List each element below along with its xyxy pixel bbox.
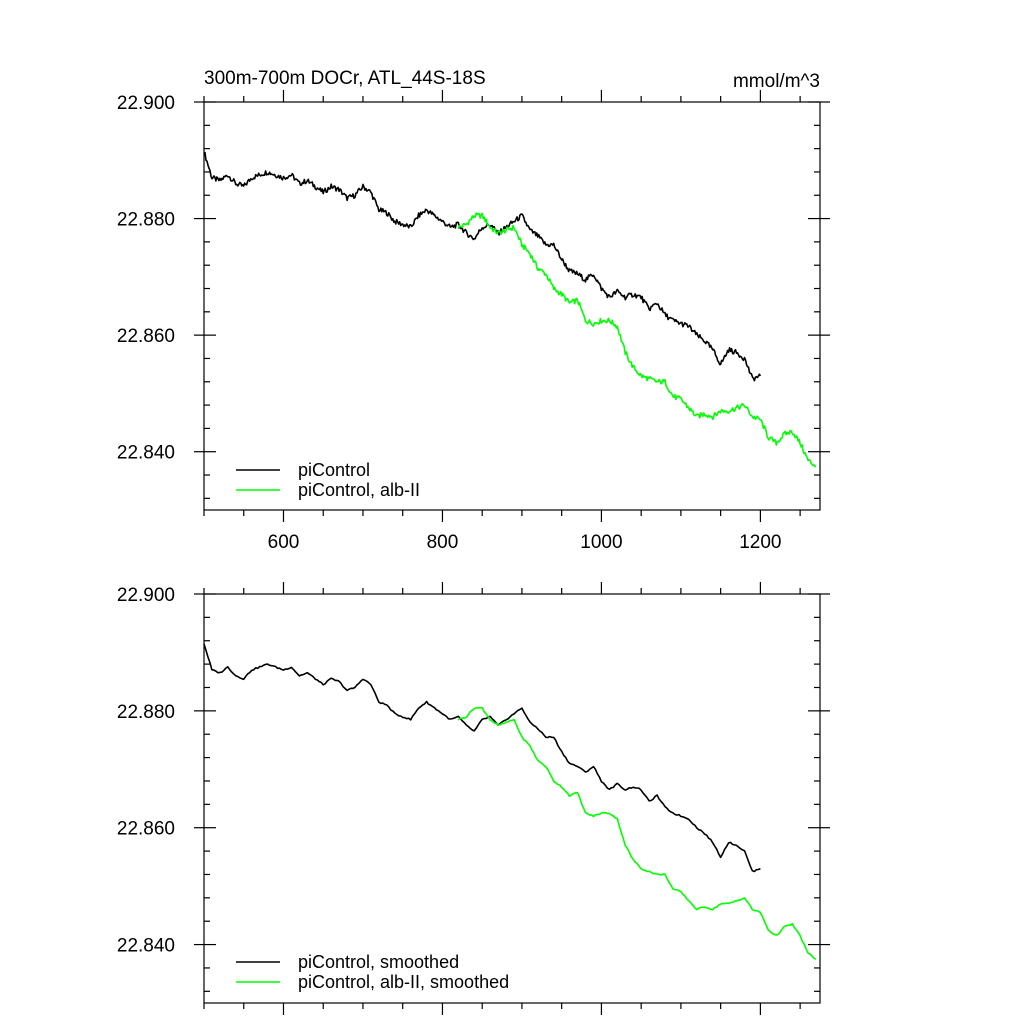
- axis-ticks: 22.840 22.860 22.880 22.900: [117, 582, 830, 1015]
- plot-frame: [203, 593, 821, 1004]
- y-tick-label: 22.860: [117, 326, 175, 347]
- legend: piControl, smoothed piControl, alb-II, s…: [236, 952, 509, 992]
- legend: piControl piControl, alb-II: [236, 460, 420, 500]
- x-tick-label: 800: [427, 532, 459, 553]
- y-tick-label: 22.880: [117, 210, 175, 231]
- series-line-1: [457, 212, 817, 468]
- x-tick-label: 1200: [739, 532, 781, 553]
- series-lines: [203, 151, 817, 468]
- y-tick-label: 22.860: [117, 819, 175, 840]
- legend-label-piControl-smoothed: piControl, smoothed: [298, 952, 459, 972]
- legend-label-alb-II: piControl, alb-II: [298, 480, 420, 500]
- top-panel: 300m-700m DOCr, ATL_44S-18S mmol/m^3 600…: [117, 68, 830, 553]
- series-lines: [203, 643, 817, 960]
- legend-label-alb-II-smoothed: piControl, alb-II, smoothed: [298, 972, 509, 992]
- legend-label-piControl: piControl: [298, 460, 370, 480]
- y-tick-label: 22.900: [117, 93, 175, 114]
- series-line-1: [457, 706, 817, 960]
- plot-frame: [203, 101, 821, 511]
- y-tick-label: 22.900: [117, 585, 175, 606]
- bottom-panel: 22.840 22.860 22.880 22.900 piControl, smoo…: [117, 582, 830, 1015]
- series-line-0: [203, 643, 761, 873]
- y-tick-label: 22.840: [117, 443, 175, 464]
- series-line-0: [203, 151, 762, 382]
- x-tick-label: 1000: [580, 532, 622, 553]
- x-tick-label: 600: [268, 532, 300, 553]
- y-tick-label: 22.880: [117, 702, 175, 723]
- chart-title: 300m-700m DOCr, ATL_44S-18S: [204, 68, 486, 89]
- y-tick-label: 22.840: [117, 936, 175, 957]
- units-label: mmol/m^3: [733, 71, 820, 92]
- axis-ticks: 600 800 1000 1200 22.840 22.860 22.880 22.900: [117, 90, 830, 553]
